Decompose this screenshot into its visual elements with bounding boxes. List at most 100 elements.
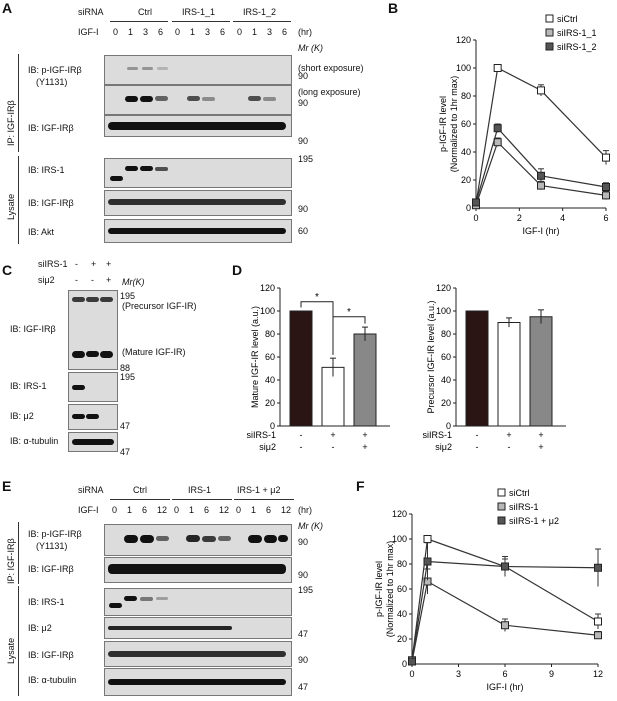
side-label-lysate: Lysate xyxy=(6,637,16,664)
band xyxy=(156,597,168,600)
c-row1-cell: + xyxy=(106,259,112,269)
band xyxy=(72,351,85,358)
blot-label: IB: IGF-IRβ xyxy=(28,564,74,574)
band xyxy=(157,67,168,70)
time-label: 6 xyxy=(220,27,226,37)
time-label: 0 xyxy=(174,505,180,515)
time-label: 6 xyxy=(266,505,272,515)
mw-marker: 195 xyxy=(120,372,136,382)
row1-cell: + xyxy=(538,430,543,440)
band xyxy=(264,535,277,543)
mw-marker: 47 xyxy=(298,682,309,692)
blot-label: IB: α-tubulin xyxy=(10,436,59,446)
band xyxy=(140,96,153,102)
y-tick-label: 20 xyxy=(441,398,451,408)
band xyxy=(86,351,99,357)
blot-label: IB: IGF-IRβ xyxy=(10,324,56,334)
series-line xyxy=(411,538,599,661)
mw-marker: 195 xyxy=(298,585,314,595)
band xyxy=(248,96,261,101)
data-point xyxy=(408,657,416,666)
panel-letter-a: A xyxy=(2,0,13,16)
row2-label: siμ2 xyxy=(259,442,276,452)
x-tick-label: 6 xyxy=(502,669,507,679)
hr-unit: (hr) xyxy=(298,505,312,515)
y-tick-label: 80 xyxy=(397,559,407,569)
data-point xyxy=(423,535,432,543)
y-axis-label-sub: (Normalized to 1hr max) xyxy=(449,76,459,173)
row2-cell: + xyxy=(538,442,543,452)
x-tick-label: 4 xyxy=(560,213,565,223)
c-row2-cell: - xyxy=(91,275,94,285)
series-line xyxy=(411,560,599,662)
y-tick-label: 80 xyxy=(441,329,451,339)
time-label: 12 xyxy=(281,505,292,515)
y-tick-label: 80 xyxy=(461,91,471,101)
ip-bracket xyxy=(18,522,19,584)
y-tick-label: 40 xyxy=(461,147,471,157)
band xyxy=(109,603,122,608)
mw-marker: 47 xyxy=(298,629,309,639)
sig-star: * xyxy=(347,307,351,318)
x-tick-label: 9 xyxy=(549,669,554,679)
x-axis-label: IGF-I (hr) xyxy=(523,226,560,236)
group-underline xyxy=(234,499,294,500)
band xyxy=(202,97,215,101)
side-label-ip: IP: IGF-IRβ xyxy=(6,538,16,584)
data-point xyxy=(537,181,545,190)
row1-label: siIRS-1 xyxy=(246,430,276,440)
data-point xyxy=(493,64,502,72)
y-tick-label: 20 xyxy=(265,398,275,408)
blot-e-igf-ip xyxy=(104,557,292,583)
group-underline xyxy=(233,21,291,22)
row2-label: siμ2 xyxy=(435,442,452,452)
c-row2-cell: + xyxy=(106,275,112,285)
legend-label: siIRS-1 xyxy=(509,502,539,512)
group-label-ctrl: Ctrl xyxy=(138,7,152,17)
legend-swatch xyxy=(545,42,554,51)
mw-marker: 195 xyxy=(298,154,314,164)
time-label: 1 xyxy=(189,505,195,515)
legend-label: siCtrl xyxy=(509,488,530,498)
band xyxy=(142,67,153,70)
band xyxy=(108,679,286,685)
time-label: 0 xyxy=(113,27,119,37)
c-row1-cell: - xyxy=(75,259,78,269)
data-point xyxy=(423,557,432,566)
y-axis-label: Mature IGF-IR level (a.u.) xyxy=(250,306,260,408)
y-tick-label: 120 xyxy=(436,283,451,293)
y-tick-label: 120 xyxy=(260,283,275,293)
blot-label: IB: IRS-1 xyxy=(28,597,65,607)
y-axis-label-sub: (Normalized to 1hr max) xyxy=(385,541,395,638)
band xyxy=(127,67,138,70)
x-tick-label: 12 xyxy=(593,669,603,679)
blot-label: IB: IRS-1 xyxy=(28,165,65,175)
y-axis-label: Precursor IGF-IR level (a.u.) xyxy=(426,300,436,413)
panel-letter-c: C xyxy=(2,262,13,278)
blot-e-irs1 xyxy=(104,588,292,616)
y-tick-label: 20 xyxy=(461,175,471,185)
y-tick-label: 40 xyxy=(441,375,451,385)
group-label-irs1-mu2: IRS-1 + μ2 xyxy=(237,485,281,495)
data-point xyxy=(594,631,602,640)
y-tick-label: 80 xyxy=(265,329,275,339)
mw-marker: 90 xyxy=(298,71,309,81)
series-line xyxy=(411,580,599,662)
sirna-label: siRNA xyxy=(78,7,104,17)
blot-label: IB: IGF-IRβ xyxy=(28,198,74,208)
y-tick-label: 100 xyxy=(456,63,471,73)
c-row1-cell: + xyxy=(91,259,97,269)
row1-cell: - xyxy=(476,430,479,440)
group-label-ctrl: Ctrl xyxy=(133,485,147,495)
x-tick-label: 3 xyxy=(456,669,461,679)
c-row2-cell: - xyxy=(75,275,78,285)
row1-label: siIRS-1 xyxy=(422,430,452,440)
band xyxy=(124,596,137,601)
band xyxy=(86,414,99,419)
band xyxy=(156,536,169,541)
mw-marker: 88 xyxy=(120,363,131,373)
band xyxy=(72,414,85,419)
blot-label: IB: μ2 xyxy=(28,623,52,633)
legend-swatch xyxy=(545,14,554,23)
blot-label: IB: p-IGF-IRβ xyxy=(28,529,82,539)
